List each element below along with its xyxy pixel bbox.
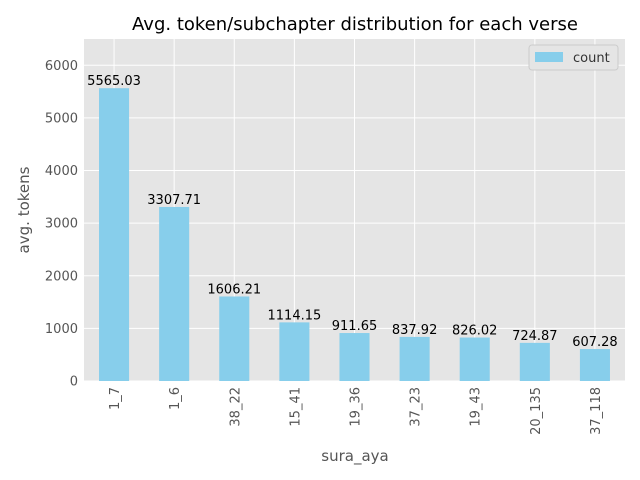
data-label-1_6: 3307.71 [147, 193, 201, 208]
y-tick-label: 6000 [45, 59, 78, 74]
x-tick-label: 37_23 [409, 387, 424, 427]
data-label-20_135: 724.87 [512, 329, 558, 344]
y-tick-label: 5000 [45, 111, 78, 126]
x-tick-label: 20_135 [529, 387, 544, 435]
bar-1_7 [99, 88, 130, 381]
x-tick-label: 19_36 [349, 387, 364, 427]
bar-37_118 [579, 349, 610, 381]
x-tick-label: 38_22 [228, 387, 243, 427]
data-label-15_41: 1114.15 [268, 308, 322, 323]
x-axis-label: sura_aya [321, 447, 388, 466]
bar-15_41 [279, 322, 310, 381]
bar-20_135 [519, 342, 550, 381]
bar-19_43 [459, 337, 490, 381]
data-label-19_43: 826.02 [452, 324, 498, 339]
legend: count [528, 44, 619, 71]
bars [99, 88, 610, 381]
data-label-1_7: 5565.03 [87, 74, 141, 89]
bar-37_23 [399, 336, 430, 381]
x-tick-label: 15_41 [288, 387, 303, 427]
y-tick-label: 2000 [45, 269, 78, 284]
chart-title: Avg. token/subchapter distribution for e… [132, 14, 578, 35]
legend-swatch [535, 52, 563, 62]
data-label-37_118: 607.28 [572, 335, 618, 350]
x-tick-label: 1_6 [168, 387, 183, 410]
data-labels: 5565.03 3307.71 1606.21 1114.15 911.65 837.92… [87, 74, 618, 350]
legend-box [528, 44, 619, 71]
data-label-19_36: 911.65 [332, 319, 378, 334]
x-tick-label: 1_7 [108, 387, 123, 410]
data-label-37_23: 837.92 [392, 323, 438, 338]
y-tick-label: 3000 [45, 217, 78, 232]
y-axis-label: avg. tokens [15, 166, 33, 253]
bar-38_22 [219, 296, 250, 381]
x-tick-label: 37_118 [589, 387, 604, 435]
y-tick-label: 4000 [45, 164, 78, 179]
bar-1_6 [159, 206, 190, 381]
legend-label: count [573, 51, 610, 66]
y-tick-label: 0 [70, 375, 78, 390]
x-axis-ticks: 1_7 1_6 38_22 15_41 19_36 37_23 19_43 20_135 37_… [108, 387, 604, 435]
x-tick-label: 19_43 [469, 387, 484, 427]
y-tick-label: 1000 [45, 322, 78, 337]
bar-19_36 [339, 333, 370, 381]
y-axis-ticks: 0 1000 2000 3000 4000 5000 6000 [45, 59, 78, 390]
data-label-38_22: 1606.21 [207, 282, 261, 297]
